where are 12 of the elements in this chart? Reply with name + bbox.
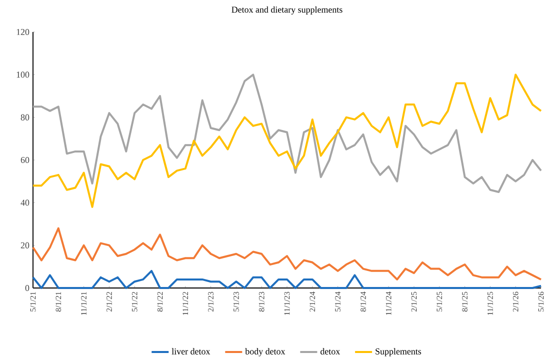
y-tick-label: 120 xyxy=(16,28,30,36)
legend-label: liver detox xyxy=(172,348,210,354)
y-tick-label: 20 xyxy=(20,242,30,248)
chart-title: Detox and dietary supplements xyxy=(232,6,342,15)
legend-label: detox xyxy=(320,348,340,354)
y-tick-label: 0 xyxy=(25,284,30,292)
legend-label: Supplements xyxy=(376,348,422,356)
y-tick-label: 100 xyxy=(16,72,30,78)
y-tick-label: 40 xyxy=(20,200,30,206)
y-tick-label: 80 xyxy=(20,114,30,120)
y-tick-label: 60 xyxy=(20,156,30,164)
legend-label: body detox xyxy=(245,348,286,356)
